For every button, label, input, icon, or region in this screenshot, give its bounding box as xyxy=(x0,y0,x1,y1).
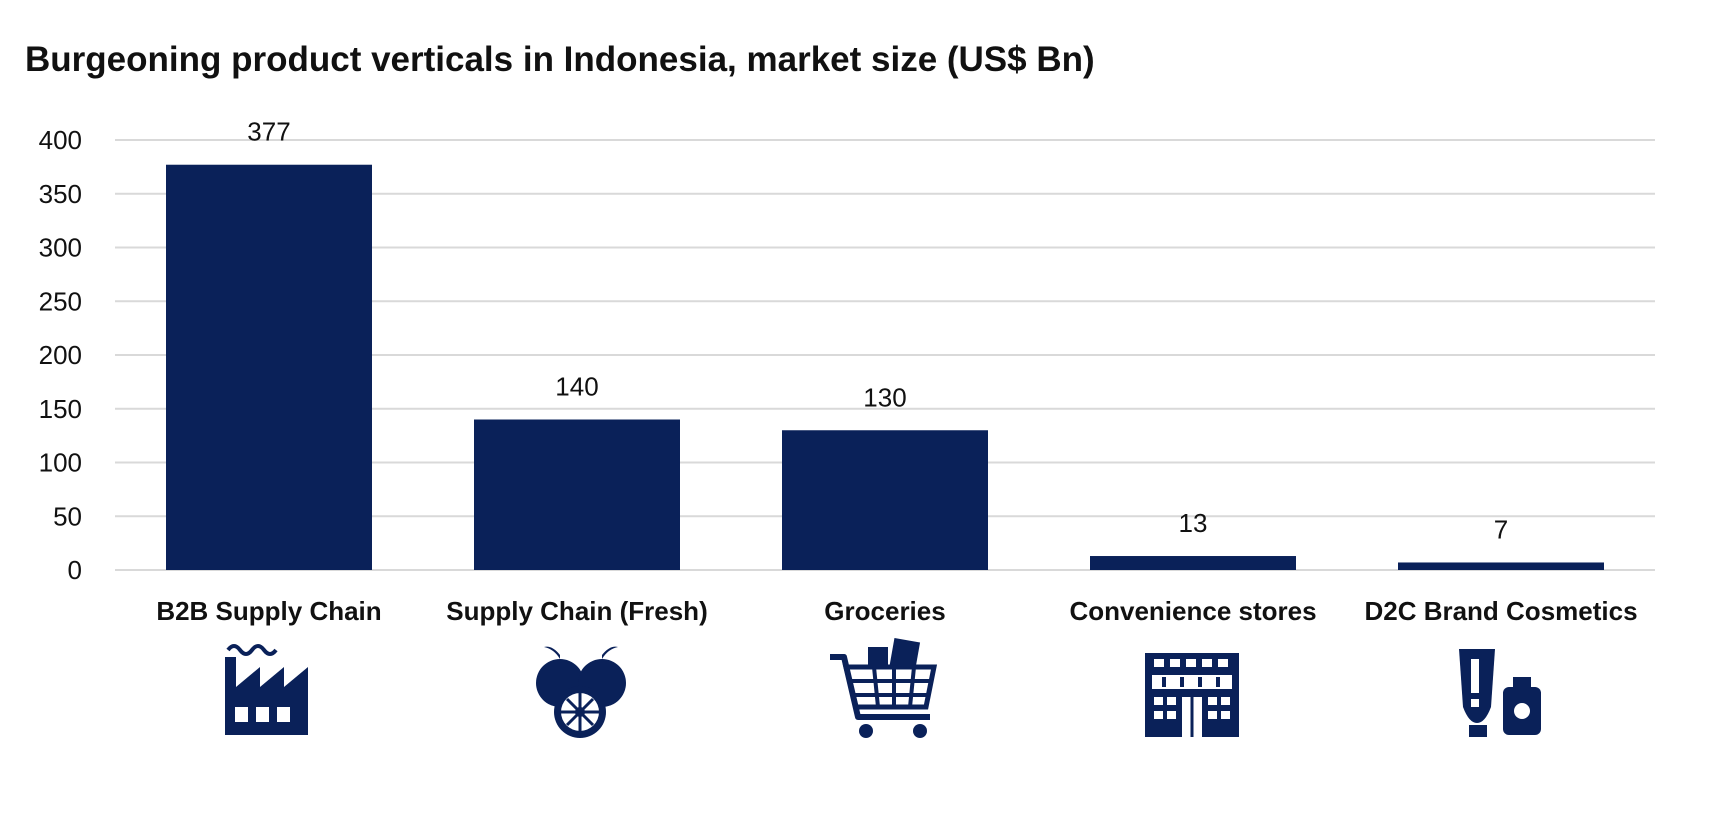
y-tick-label: 300 xyxy=(39,233,82,263)
y-axis: 0 50 100 150 200 250 300 350 400 xyxy=(39,125,82,585)
factory-icon xyxy=(225,644,308,735)
category-label: B2B Supply Chain xyxy=(156,596,381,626)
data-label: 7 xyxy=(1494,514,1508,544)
bar xyxy=(166,164,372,570)
bar xyxy=(1398,562,1604,570)
y-tick-label: 0 xyxy=(68,555,82,585)
category-label: Groceries xyxy=(824,596,945,626)
data-label: 377 xyxy=(247,117,290,147)
category-label: D2C Brand Cosmetics xyxy=(1364,596,1637,626)
y-tick-label: 150 xyxy=(39,394,82,424)
data-labels: 377 140 130 13 7 xyxy=(247,117,1508,545)
bar xyxy=(782,430,988,570)
data-label: 130 xyxy=(863,382,906,412)
y-tick-label: 250 xyxy=(39,286,82,316)
y-tick-label: 350 xyxy=(39,179,82,209)
bars xyxy=(166,164,1604,570)
y-tick-label: 200 xyxy=(39,340,82,370)
y-tick-label: 400 xyxy=(39,125,82,155)
cosmetics-icon xyxy=(1459,649,1541,737)
category-label: Supply Chain (Fresh) xyxy=(446,596,707,626)
category-label: Convenience stores xyxy=(1069,596,1316,626)
store-building-icon xyxy=(1145,653,1239,737)
y-tick-label: 100 xyxy=(39,448,82,478)
fruit-icon xyxy=(536,646,626,738)
data-label: 13 xyxy=(1179,508,1208,538)
shopping-cart-icon xyxy=(830,637,938,738)
chart-title: Burgeoning product verticals in Indonesi… xyxy=(25,40,1095,79)
y-tick-label: 50 xyxy=(53,501,82,531)
category-labels: B2B Supply Chain Supply Chain (Fresh) Groc… xyxy=(156,596,1637,626)
bar xyxy=(474,419,680,570)
bar xyxy=(1090,556,1296,570)
data-label: 140 xyxy=(555,372,598,402)
